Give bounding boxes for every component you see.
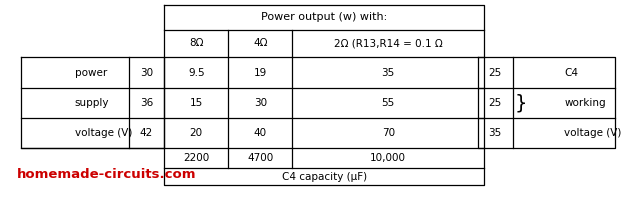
Text: power: power — [75, 67, 107, 77]
Text: 4Ω: 4Ω — [253, 38, 267, 49]
Text: 19: 19 — [253, 67, 267, 77]
Text: 35: 35 — [382, 67, 395, 77]
Text: 55: 55 — [382, 98, 395, 108]
Text: Power output (w) with:: Power output (w) with: — [261, 13, 387, 22]
Text: voltage (V): voltage (V) — [75, 128, 132, 138]
Text: 20: 20 — [190, 128, 203, 138]
Text: 25: 25 — [489, 67, 502, 77]
Text: }: } — [515, 93, 527, 112]
Text: 8Ω: 8Ω — [189, 38, 204, 49]
Text: 42: 42 — [140, 128, 153, 138]
Text: homemade-circuits.com: homemade-circuits.com — [17, 169, 197, 181]
Text: C4 capacity (μF): C4 capacity (μF) — [282, 172, 367, 181]
Text: 30: 30 — [253, 98, 267, 108]
Text: voltage (V): voltage (V) — [564, 128, 621, 138]
Text: 70: 70 — [382, 128, 395, 138]
Text: 30: 30 — [140, 67, 153, 77]
Text: 4700: 4700 — [247, 153, 274, 163]
Text: 2200: 2200 — [183, 153, 209, 163]
Text: 2Ω (R13,R14 = 0.1 Ω: 2Ω (R13,R14 = 0.1 Ω — [334, 38, 442, 49]
Text: C4: C4 — [564, 67, 578, 77]
Text: working: working — [564, 98, 605, 108]
Text: 15: 15 — [190, 98, 203, 108]
Text: 35: 35 — [489, 128, 502, 138]
Text: 25: 25 — [489, 98, 502, 108]
Text: 36: 36 — [140, 98, 153, 108]
Text: 9.5: 9.5 — [188, 67, 205, 77]
Text: 10,000: 10,000 — [370, 153, 406, 163]
Text: 40: 40 — [253, 128, 267, 138]
Text: supply: supply — [75, 98, 109, 108]
